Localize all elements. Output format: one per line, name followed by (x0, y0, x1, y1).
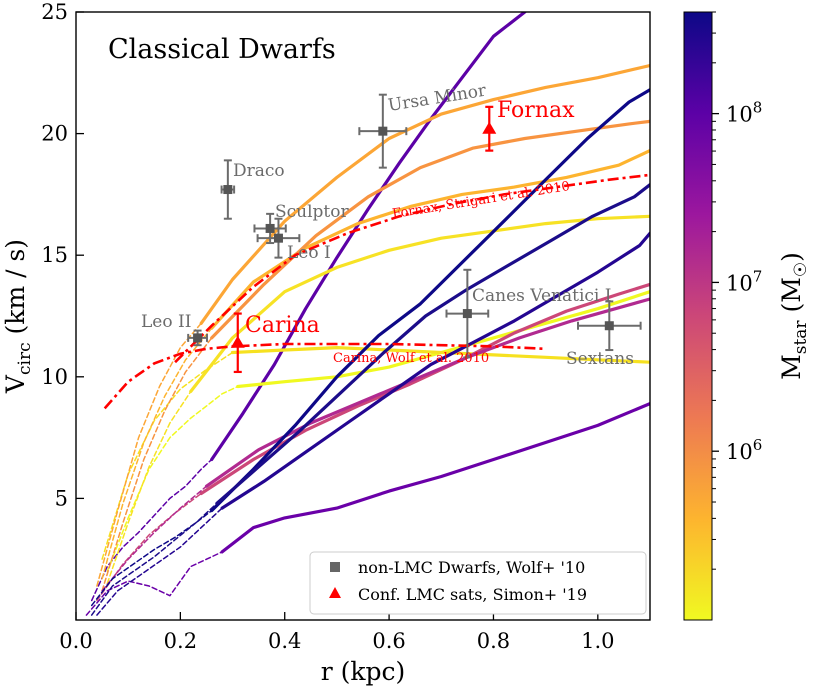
simulated-curve-9 (189, 214, 650, 393)
x-tick-label: 1.0 (581, 629, 614, 653)
simulated-curve-13 (210, 149, 650, 330)
simulated-curve-22 (90, 502, 218, 616)
annotation-carina-wolf: Carina, Wolf et al. 2010 (333, 351, 489, 366)
literature-curves (103, 173, 650, 410)
colorbar-label-unit-close: ) (777, 252, 806, 262)
point-sextans (604, 321, 614, 331)
point-draco (223, 185, 233, 195)
x-tick-label: 0.0 (59, 629, 92, 653)
point-ursa-minor (378, 126, 388, 136)
simulated-curve-4 (106, 385, 239, 573)
colorbar-tick-label: 107 (726, 267, 762, 295)
label-carina: Carina (245, 313, 320, 338)
plot-frame (75, 11, 651, 621)
colorbar-tick-label: 106 (726, 436, 762, 464)
x-axis-ticks: 0.0 0.2 0.4 0.6 0.8 1.0 (59, 612, 615, 653)
point-carina (230, 335, 245, 348)
colorbar-tick-label: 108 (726, 99, 762, 127)
x-tick-label: 0.2 (164, 629, 197, 653)
point-canes-venatici-i (462, 309, 472, 319)
simulated-curve-3 (220, 402, 650, 554)
legend-label-non-lmc: non-LMC Dwarfs, Wolf+ '10 (358, 558, 585, 577)
simulated-curve-23 (215, 183, 650, 505)
label-canes-venatici-i: Canes Venatici I (472, 286, 612, 306)
simulated-curve-1 (210, 12, 527, 462)
x-tick-label: 0.6 (372, 629, 405, 653)
colorbar (683, 11, 713, 621)
label-sculptor: Sculptor (275, 202, 350, 222)
simulated-curve-16 (96, 492, 202, 602)
label-leo-i: Leo I (287, 243, 331, 263)
simulated-curve-25 (220, 231, 650, 510)
simulated-curve-12 (101, 327, 213, 580)
simulated-curve-20 (90, 509, 213, 607)
point-leo-ii (193, 333, 203, 343)
chart-title: Classical Dwarfs (108, 34, 336, 65)
point-fornax (482, 121, 497, 134)
y-axis-ticks: 5 10 15 20 25 (41, 0, 84, 510)
simulated-curve-8 (106, 390, 192, 585)
y-tick-label: 10 (41, 365, 68, 389)
simulated-curve-14 (101, 337, 213, 592)
label-leo-ii: Leo II (141, 312, 191, 332)
y-axis-label-main: V (1, 374, 30, 394)
y-tick-label: 25 (41, 0, 68, 24)
solar-symbol: ☉ (791, 262, 811, 277)
colorbar-label-unit-open: (M (777, 277, 806, 320)
colorbar-label-sub: star (791, 320, 811, 355)
point-leo-i (273, 233, 283, 243)
simulated-curve-7 (230, 346, 650, 364)
y-axis-label-unit: (km / s) (1, 239, 30, 342)
y-tick-label: 20 (41, 122, 68, 146)
y-axis-label-sub: circ (15, 342, 35, 375)
label-fornax: Fornax (497, 98, 575, 123)
label-sextans: Sextans (566, 349, 634, 369)
label-draco: Draco (233, 161, 285, 181)
simulated-curve-0 (90, 458, 213, 602)
legend-marker-triangle (329, 587, 341, 598)
simulated-curve-10 (96, 322, 202, 587)
colorbar-label: Mstar (M☉) (777, 252, 811, 380)
y-axis-label: Vcirc (km / s) (1, 239, 35, 394)
point-sculptor (265, 223, 275, 233)
y-tick-label: 5 (55, 486, 68, 510)
simulated-curve-18 (101, 485, 208, 592)
x-tick-label: 0.8 (477, 629, 510, 653)
legend-marker-square (330, 562, 340, 572)
literature-curve-0 (174, 173, 650, 364)
simulated-curve-24 (96, 507, 223, 616)
annotation-fornax-strigari: Fornax, Strigari et al. 2010 (391, 179, 571, 222)
simulated-curve-11 (199, 63, 650, 325)
legend-label-lmc: Conf. LMC sats, Simon+ '19 (358, 585, 587, 604)
y-tick-label: 15 (41, 243, 68, 267)
colorbar-ticks: 106 107 108 (712, 11, 762, 570)
legend: non-LMC Dwarfs, Wolf+ '10 Conf. LMC sats… (309, 551, 647, 615)
simulated-curves (85, 12, 650, 616)
simulated-curve-21 (210, 88, 650, 513)
x-tick-label: 0.4 (268, 629, 301, 653)
colorbar-label-main: M (777, 354, 806, 380)
x-axis-label: r (kpc) (321, 657, 406, 686)
legend-box (309, 551, 647, 615)
